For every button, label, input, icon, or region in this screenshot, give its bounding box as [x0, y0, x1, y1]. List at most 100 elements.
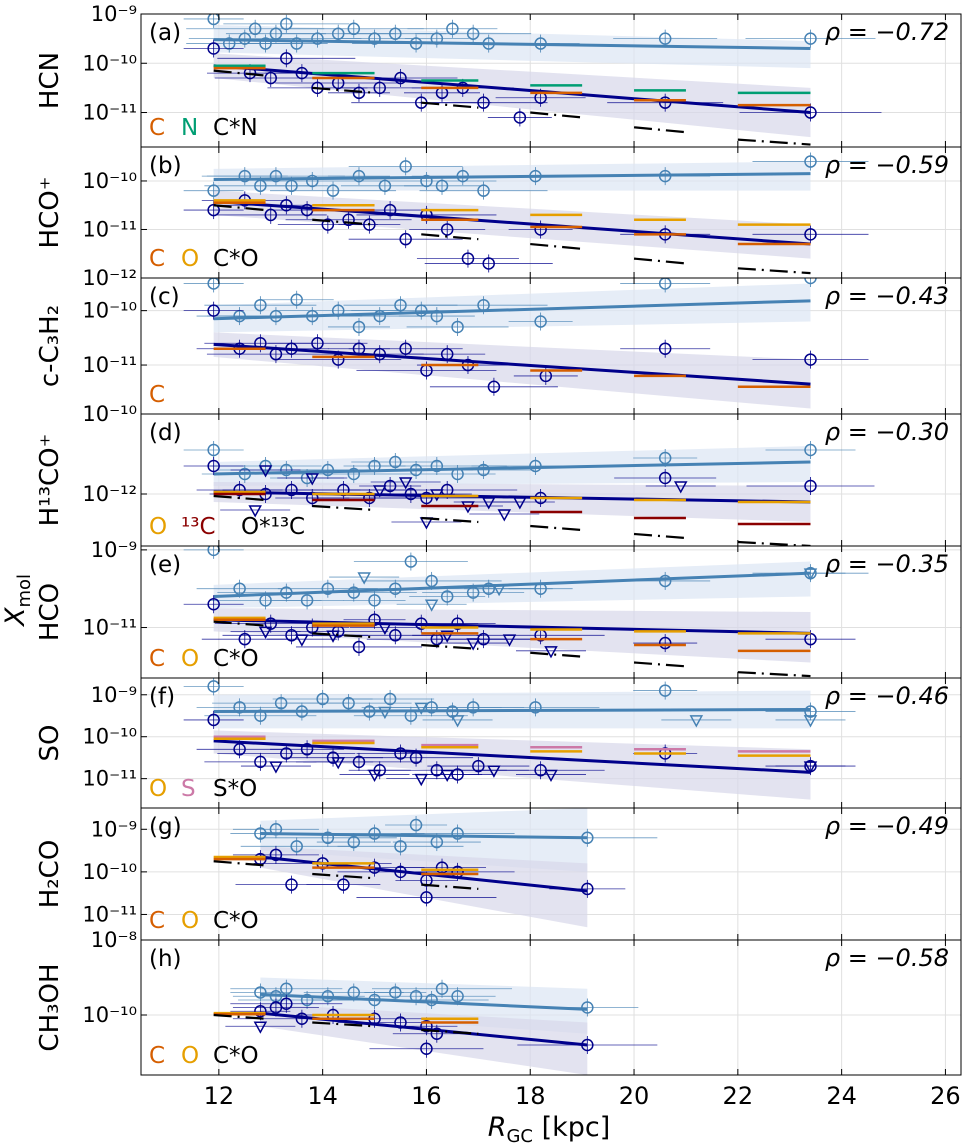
inner-point: [389, 629, 402, 642]
outer-point: [280, 17, 293, 31]
model-product-segment: [421, 101, 479, 109]
y-tick-label: 10⁻⁹: [91, 817, 137, 841]
molecule-label: H₂CO: [35, 840, 65, 909]
inner-point: [342, 213, 355, 227]
plot-area: [141, 414, 961, 546]
molecule-label: c-C₃H₂: [35, 305, 65, 387]
model-product-segment: [633, 126, 687, 134]
panel-label: (a): [149, 20, 181, 46]
inner-point: [658, 636, 672, 650]
outer-point: [368, 594, 381, 607]
inner-point: [280, 747, 293, 760]
legend-entry: O: [181, 246, 199, 272]
x-tick-label: 18: [515, 1082, 546, 1110]
outer-point: [451, 827, 464, 840]
outer-upper-limit: [424, 599, 439, 612]
outer-fit-line: [260, 992, 588, 1011]
panel-c: 10⁻¹⁰ 10⁻¹¹ (c) ρ = −0.43 Cc-C₃H₂: [35, 277, 962, 415]
plot-area: [141, 14, 961, 147]
y-tick-label: 10⁻⁸: [91, 928, 137, 952]
panel-d: 10⁻¹⁰ 10⁻¹² (d) ρ = −0.30 O ¹³C O*¹³C H¹³CO⁺: [35, 402, 962, 547]
inner-upper-limit: [269, 761, 283, 774]
outer-point: [477, 184, 490, 197]
y-tick-label: 10⁻⁹: [91, 683, 137, 707]
outer-point: [347, 835, 361, 849]
outer-point: [425, 574, 438, 588]
y-tick-label: 10⁻¹⁰: [82, 51, 137, 75]
x-axis-label: RGC [kpc]: [488, 1112, 611, 1146]
model-product-segment: [421, 516, 479, 524]
inner-confidence-band: [213, 190, 811, 259]
y-tick-label: 10⁻¹¹: [82, 217, 137, 241]
model-product-segment: [737, 671, 811, 678]
molecule-label: H¹³CO⁺: [35, 434, 65, 527]
outer-upper-limit: [803, 715, 818, 728]
outer-point: [534, 315, 547, 328]
outer-point: [466, 27, 480, 40]
outer-point: [804, 443, 817, 457]
inner-point: [207, 304, 220, 317]
model-product-segment: [633, 532, 687, 540]
panel-label: (e): [149, 552, 181, 578]
inner-fit-line: [213, 618, 811, 635]
y-tick-label: 10⁻¹²: [82, 482, 137, 506]
outer-fit-line: [260, 832, 588, 840]
x-tick-label: 20: [619, 1082, 650, 1110]
outer-point: [430, 459, 444, 473]
legend-entry: C*O: [213, 908, 259, 934]
model-product-segment: [530, 524, 583, 532]
outer-point: [321, 831, 335, 845]
inner-point: [804, 228, 817, 241]
plot-area: [141, 546, 961, 678]
inner-upper-limit: [248, 505, 262, 518]
model-product-segment: [213, 1013, 266, 1020]
inner-point: [264, 71, 277, 85]
outer-point: [306, 174, 319, 188]
legend-entry: C*O: [213, 1043, 259, 1069]
y-tick-label: 10⁻⁹: [91, 538, 137, 562]
model-product-segment: [421, 1028, 479, 1035]
legend-entry: C: [149, 382, 165, 408]
outer-fit-line: [213, 460, 811, 476]
outer-point: [311, 32, 324, 45]
inner-upper-limit: [331, 757, 345, 770]
molecule-label: CH₃OH: [35, 963, 65, 1051]
inner-point: [300, 743, 314, 756]
outer-point: [804, 155, 817, 168]
outer-point: [342, 696, 355, 710]
legend-entry: O: [181, 908, 199, 934]
outer-point: [658, 32, 672, 45]
outer-point: [326, 184, 340, 197]
outer-point: [804, 705, 817, 718]
rho-value: ρ = −0.72: [825, 18, 949, 46]
outer-point: [394, 840, 407, 853]
outer-point: [446, 22, 459, 36]
outer-point: [290, 840, 303, 853]
outer-point: [804, 32, 817, 45]
inner-point: [420, 1020, 433, 1033]
inner-point: [269, 848, 283, 862]
model-product-segment: [530, 651, 583, 658]
inner-upper-limit: [487, 765, 501, 778]
inner-upper-limit: [305, 473, 320, 486]
panel-label: (g): [149, 814, 182, 840]
inner-point: [440, 223, 454, 236]
rho-value: ρ = −0.35: [825, 550, 949, 578]
panel-label: (f): [149, 684, 175, 710]
panel-label: (b): [149, 153, 182, 179]
inner-upper-limit: [367, 769, 382, 783]
inner-point: [254, 755, 267, 769]
model-product-segment: [530, 242, 583, 250]
inner-confidence-band: [213, 730, 811, 800]
outer-point: [352, 169, 366, 183]
plot-area: [141, 147, 961, 278]
outer-confidence-band: [213, 24, 811, 69]
y-tick-label: 10⁻¹²: [82, 266, 137, 290]
outer-point: [321, 463, 335, 477]
outer-upper-limit: [357, 572, 371, 585]
outer-point: [658, 574, 672, 588]
inner-fit-line: [213, 739, 811, 774]
inner-upper-limit: [803, 761, 818, 774]
inner-point: [363, 218, 376, 231]
